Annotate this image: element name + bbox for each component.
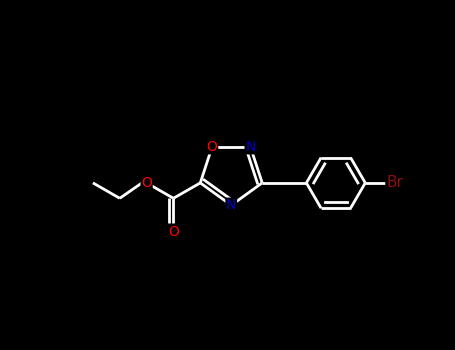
Text: N: N bbox=[226, 198, 237, 212]
Text: O: O bbox=[207, 140, 217, 154]
Text: O: O bbox=[168, 225, 179, 239]
Text: N: N bbox=[245, 140, 256, 154]
Text: Br: Br bbox=[386, 175, 403, 190]
Text: O: O bbox=[141, 176, 152, 190]
